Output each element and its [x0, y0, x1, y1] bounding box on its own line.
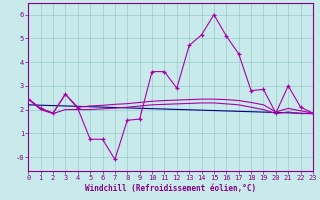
X-axis label: Windchill (Refroidissement éolien,°C): Windchill (Refroidissement éolien,°C)	[85, 184, 256, 193]
